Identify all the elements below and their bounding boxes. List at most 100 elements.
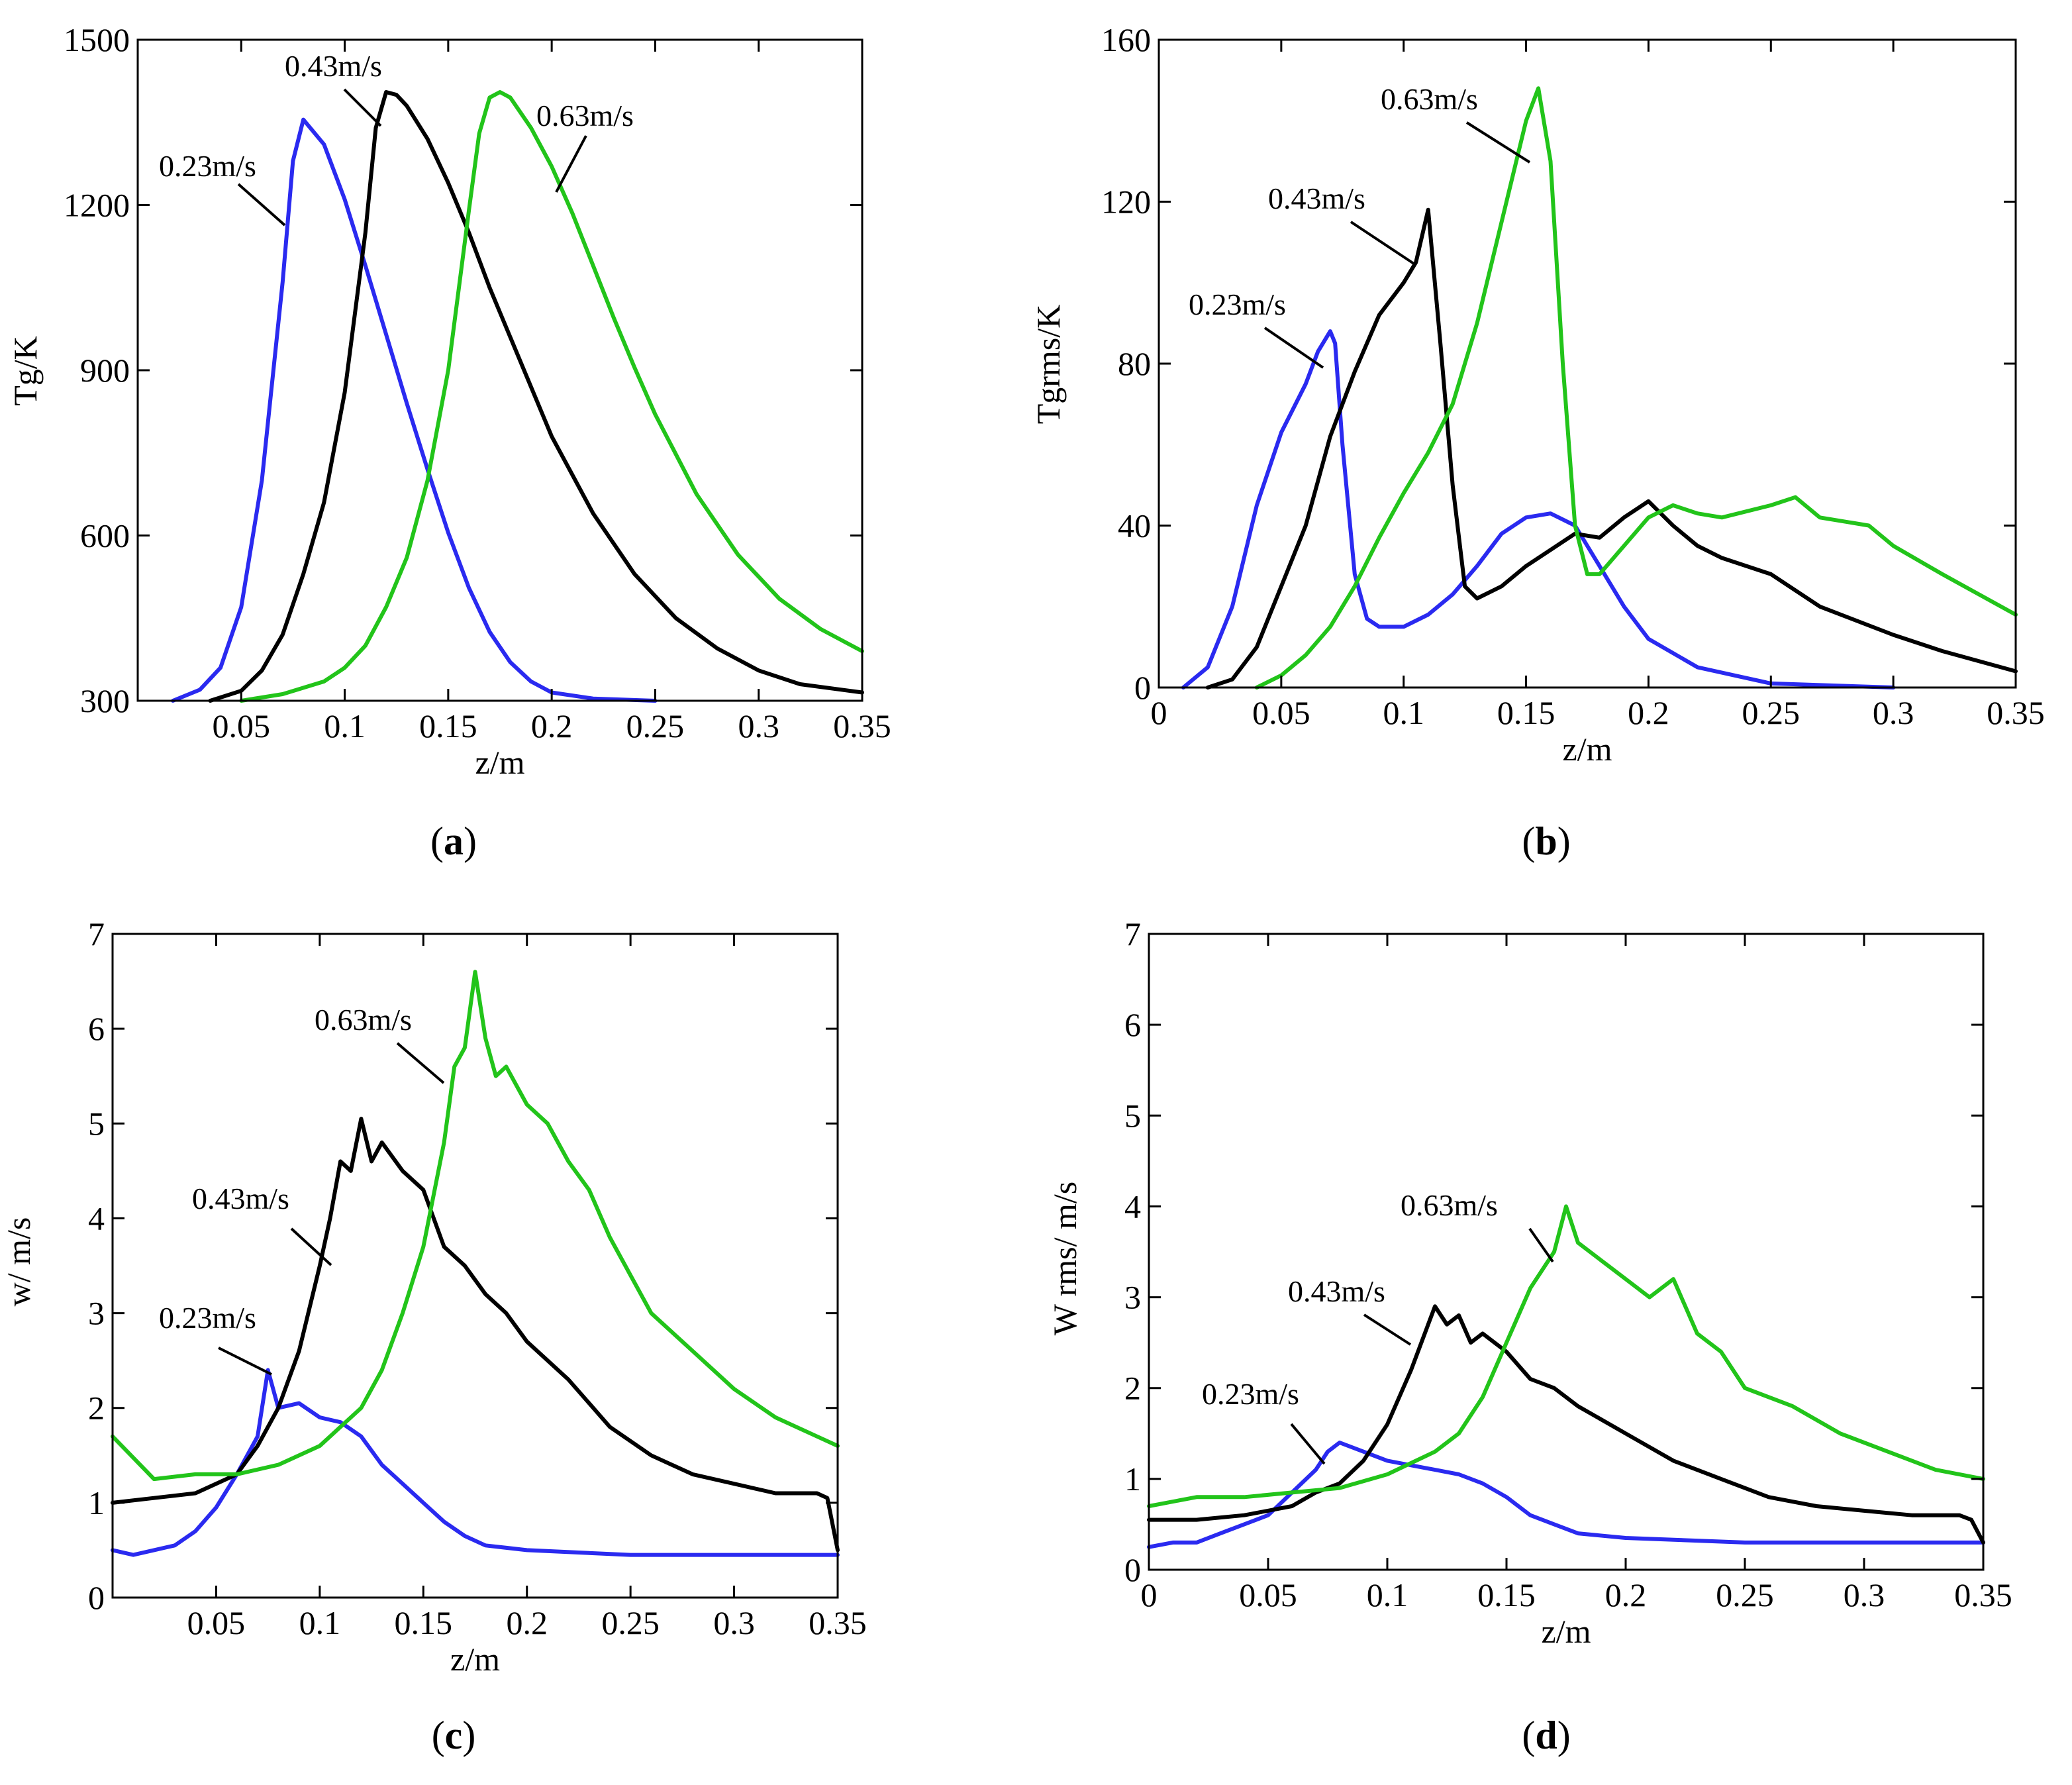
y-axis-label: W rms/ m/s [1046,1182,1083,1335]
series-line-023ms [1147,1441,1985,1549]
x-tick-label: 0.2 [1605,1576,1647,1613]
y-tick-label: 1 [88,1484,105,1521]
x-tick-label: 0.35 [1987,694,2045,731]
series-line-023ms [171,117,658,703]
x-tick-label: 0.25 [601,1604,660,1641]
annotation-leader-line [218,1347,272,1376]
series-line-023ms [111,1368,840,1557]
x-axis-label: z/m [450,1641,500,1678]
panel-c: 0.05 0.1 0.15 0.2 0.25 0.3 0.35 0 1 2 3 4 5 6 7 z/m w/ m… [0,915,867,1757]
y-tick-label: 7 [1124,915,1141,952]
series-line-043ms [1205,207,2018,689]
y-tick-label: 5 [88,1105,105,1142]
y-tick-label: 600 [80,517,130,554]
series-annotation: 0.23m/s [159,1301,256,1335]
x-tick-label: 0.05 [187,1604,246,1641]
series-annotation: 0.43m/s [192,1182,289,1215]
y-tick-label: 3 [1124,1279,1141,1316]
series-annotation: 0.43m/s [1268,181,1365,215]
plot-frame [1148,933,1985,1571]
annotation-leader-line [1290,1423,1326,1465]
y-tick-label: 1500 [64,21,130,58]
x-tick-label: 0.2 [506,1604,548,1641]
annotation-leader-line [396,1042,445,1084]
plot-frame [1158,38,2017,689]
x-tick-label: 0.15 [395,1604,453,1641]
x-tick-label: 0.15 [1497,694,1555,731]
x-tick-label: 0.3 [1844,1576,1885,1613]
x-axis-label: z/m [1563,731,1612,768]
x-axis-label: z/m [475,744,525,781]
x-tick-label: 0.05 [1239,1576,1297,1613]
x-tick-label: 0.2 [531,707,573,744]
series-line-023ms [1181,329,1896,689]
y-tick-label: 3 [88,1295,105,1332]
x-tick-label: 0.35 [809,1604,867,1641]
y-tick-label: 900 [80,352,130,389]
plot-frame [111,933,839,1599]
series-annotation: 0.43m/s [1288,1274,1385,1308]
y-axis-label: Tg/K [7,336,44,406]
panel-d: 0 0.05 0.1 0.15 0.2 0.25 0.3 0.35 0 1 2 3 4 5 6 7 z/m W r… [1046,915,2012,1757]
annotation-leader-line [555,135,587,193]
y-tick-label: 120 [1101,183,1151,221]
x-tick-label: 0.35 [1954,1576,2012,1613]
series-annotation: 0.63m/s [536,99,634,132]
series-annotation: 0.63m/s [1401,1188,1498,1222]
x-tick-label: 0 [1151,694,1167,731]
series-annotation: 0.23m/s [1189,287,1286,321]
y-tick-label: 6 [88,1010,105,1047]
y-tick-label: 40 [1118,507,1151,544]
y-tick-label: 7 [88,915,105,952]
x-tick-label: 0.3 [1873,694,1914,731]
panel-caption: (a) [430,819,477,863]
panel-caption: (d) [1522,1713,1570,1757]
y-tick-label: 0 [1134,669,1151,706]
series-annotation: 0.43m/s [285,49,382,83]
x-axis-label: z/m [1542,1613,1591,1650]
x-tick-label: 0.1 [324,707,366,744]
x-tick-label: 0.05 [1252,694,1310,731]
x-tick-label: 0.15 [419,707,477,744]
y-tick-label: 0 [88,1579,105,1616]
y-tick-label: 4 [1124,1188,1141,1225]
annotation-leader-line [237,183,286,227]
x-tick-label: 0.2 [1628,694,1669,731]
y-axis-label: w/ m/s [0,1217,37,1307]
annotation-leader-line [1363,1313,1412,1346]
y-tick-label: 4 [88,1199,105,1237]
y-tick-label: 6 [1124,1006,1141,1043]
annotation-leader-line [1528,1227,1554,1263]
y-tick-label: 160 [1101,21,1151,58]
series-annotation: 0.63m/s [315,1003,412,1037]
series-line-043ms [111,1117,840,1553]
annotation-leader-line [1350,221,1417,266]
series-line-063ms [1254,86,2018,689]
x-tick-label: 0.25 [626,707,685,744]
x-tick-label: 0.3 [713,1604,755,1641]
series-annotation: 0.23m/s [159,149,256,183]
annotation-leader-line [1465,121,1531,164]
y-tick-label: 0 [1124,1551,1141,1588]
annotation-leader-line [343,88,382,127]
y-tick-label: 1 [1124,1460,1141,1498]
x-tick-label: 0 [1141,1576,1158,1613]
y-tick-label: 300 [80,682,130,719]
x-tick-label: 0.35 [833,707,891,744]
series-line-063ms [1147,1204,1985,1508]
x-tick-label: 0.3 [738,707,779,744]
series-line-063ms [111,970,840,1482]
panel-b: 0 0.05 0.1 0.15 0.2 0.25 0.3 0.35 0 40 80 120 160 z/m… [1030,21,2045,863]
y-tick-label: 2 [1124,1370,1141,1407]
panel-a: 0.05 0.1 0.15 0.2 0.25 0.3 0.35 300 600 900 1200 15… [7,21,891,863]
x-tick-label: 0.05 [213,707,271,744]
y-axis-label: Tgrms/K [1030,305,1067,425]
series-line-043ms [208,90,864,703]
x-tick-label: 0.25 [1742,694,1801,731]
x-tick-label: 0.1 [1367,1576,1408,1613]
panel-caption: (b) [1522,819,1570,863]
annotation-leader-line [290,1227,332,1266]
y-tick-label: 80 [1118,345,1151,382]
series-line-063ms [239,90,864,703]
